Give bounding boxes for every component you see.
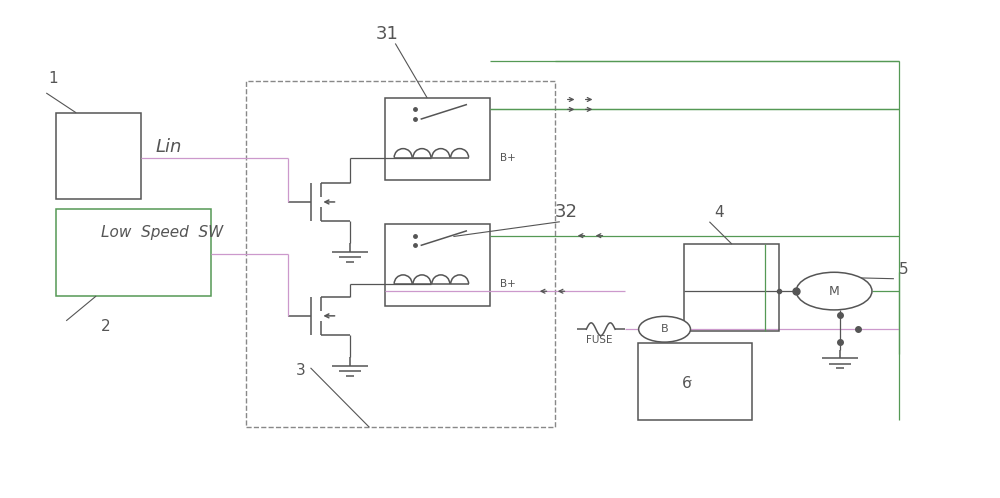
- Circle shape: [796, 272, 872, 310]
- Bar: [684, 244, 779, 331]
- Text: B+: B+: [500, 279, 516, 289]
- Circle shape: [639, 316, 690, 342]
- Text: Low  Speed  SW: Low Speed SW: [101, 225, 223, 240]
- Text: 32: 32: [555, 203, 578, 221]
- Bar: [56, 113, 141, 200]
- Text: 4: 4: [714, 205, 724, 220]
- Bar: [385, 224, 490, 306]
- Text: 5: 5: [899, 262, 909, 277]
- Text: B: B: [661, 324, 668, 334]
- Text: 6: 6: [681, 375, 691, 390]
- Text: FUSE: FUSE: [586, 335, 613, 345]
- Text: 2: 2: [101, 319, 111, 334]
- Text: 1: 1: [48, 71, 58, 86]
- Bar: [385, 98, 490, 180]
- Bar: [56, 209, 211, 296]
- Bar: [246, 81, 555, 427]
- Text: Lin: Lin: [156, 138, 182, 156]
- Text: 31: 31: [375, 24, 398, 42]
- Text: 3: 3: [296, 363, 305, 378]
- Text: M: M: [829, 284, 839, 298]
- Bar: [638, 343, 752, 420]
- Text: B+: B+: [500, 152, 516, 163]
